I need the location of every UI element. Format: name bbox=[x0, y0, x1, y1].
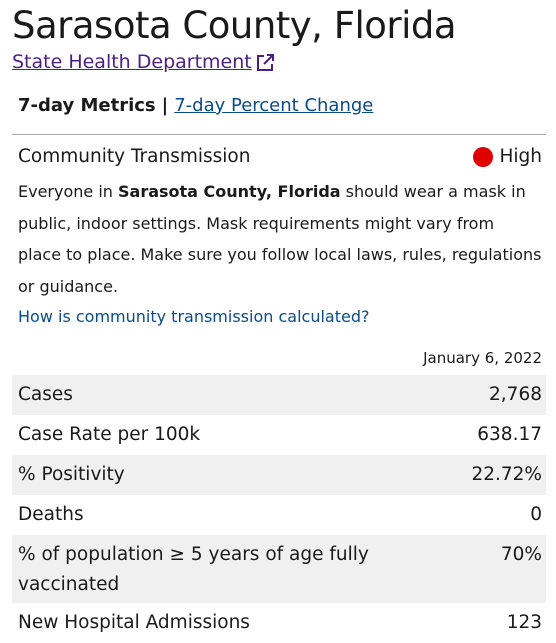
metric-row-deaths: Deaths 0 bbox=[12, 495, 546, 535]
metrics-tabs: 7-day Metrics | 7-day Percent Change bbox=[18, 92, 373, 120]
metric-value: 123 bbox=[506, 612, 542, 633]
section-divider bbox=[12, 134, 546, 135]
metric-row-hospital-admissions: New Hospital Admissions 123 bbox=[12, 603, 546, 643]
metric-label: % of population ≥ 5 years of age fully v… bbox=[18, 544, 369, 595]
metric-row-vaccinated: % of population ≥ 5 years of age fully v… bbox=[12, 535, 546, 603]
tab-separator: | bbox=[161, 95, 169, 116]
transmission-calculation-link[interactable]: How is community transmission calculated… bbox=[18, 307, 370, 326]
metric-value: 22.72% bbox=[471, 464, 542, 485]
community-transmission-row: Community Transmission High bbox=[18, 142, 542, 172]
tab-7-day-metrics[interactable]: 7-day Metrics bbox=[18, 95, 156, 116]
metric-label: Cases bbox=[18, 384, 73, 405]
metric-value: 70% bbox=[500, 544, 542, 565]
guidance-suffix: should wear a mask in public, indoor set… bbox=[18, 182, 542, 296]
metric-row-positivity: % Positivity 22.72% bbox=[12, 455, 546, 495]
metric-value: 0 bbox=[530, 504, 542, 525]
metric-value: 638.17 bbox=[477, 424, 542, 445]
state-health-department-link[interactable]: State Health Department bbox=[12, 51, 252, 73]
external-link-icon[interactable] bbox=[254, 52, 276, 74]
metric-label: Case Rate per 100k bbox=[18, 424, 201, 445]
mask-guidance-text: Everyone in Sarasota County, Florida sho… bbox=[18, 176, 542, 302]
transmission-level-label: High bbox=[499, 146, 542, 167]
metric-label: % Positivity bbox=[18, 464, 125, 485]
metrics-date: January 6, 2022 bbox=[423, 349, 542, 367]
transmission-level: High bbox=[473, 142, 542, 172]
metric-value: 2,768 bbox=[489, 384, 542, 405]
guidance-prefix: Everyone in bbox=[18, 182, 118, 201]
metric-label: New Hospital Admissions bbox=[18, 612, 250, 633]
metric-label: Deaths bbox=[18, 504, 84, 525]
metrics-table: Cases 2,768 Case Rate per 100k 638.17 % … bbox=[12, 375, 546, 643]
tab-7-day-percent-change[interactable]: 7-day Percent Change bbox=[174, 95, 374, 116]
metric-row-cases: Cases 2,768 bbox=[12, 375, 546, 415]
high-level-dot-icon bbox=[473, 147, 494, 167]
page-title: Sarasota County, Florida bbox=[12, 4, 457, 47]
guidance-place: Sarasota County, Florida bbox=[118, 182, 341, 201]
community-transmission-label: Community Transmission bbox=[18, 146, 251, 167]
metric-row-case-rate: Case Rate per 100k 638.17 bbox=[12, 415, 546, 455]
